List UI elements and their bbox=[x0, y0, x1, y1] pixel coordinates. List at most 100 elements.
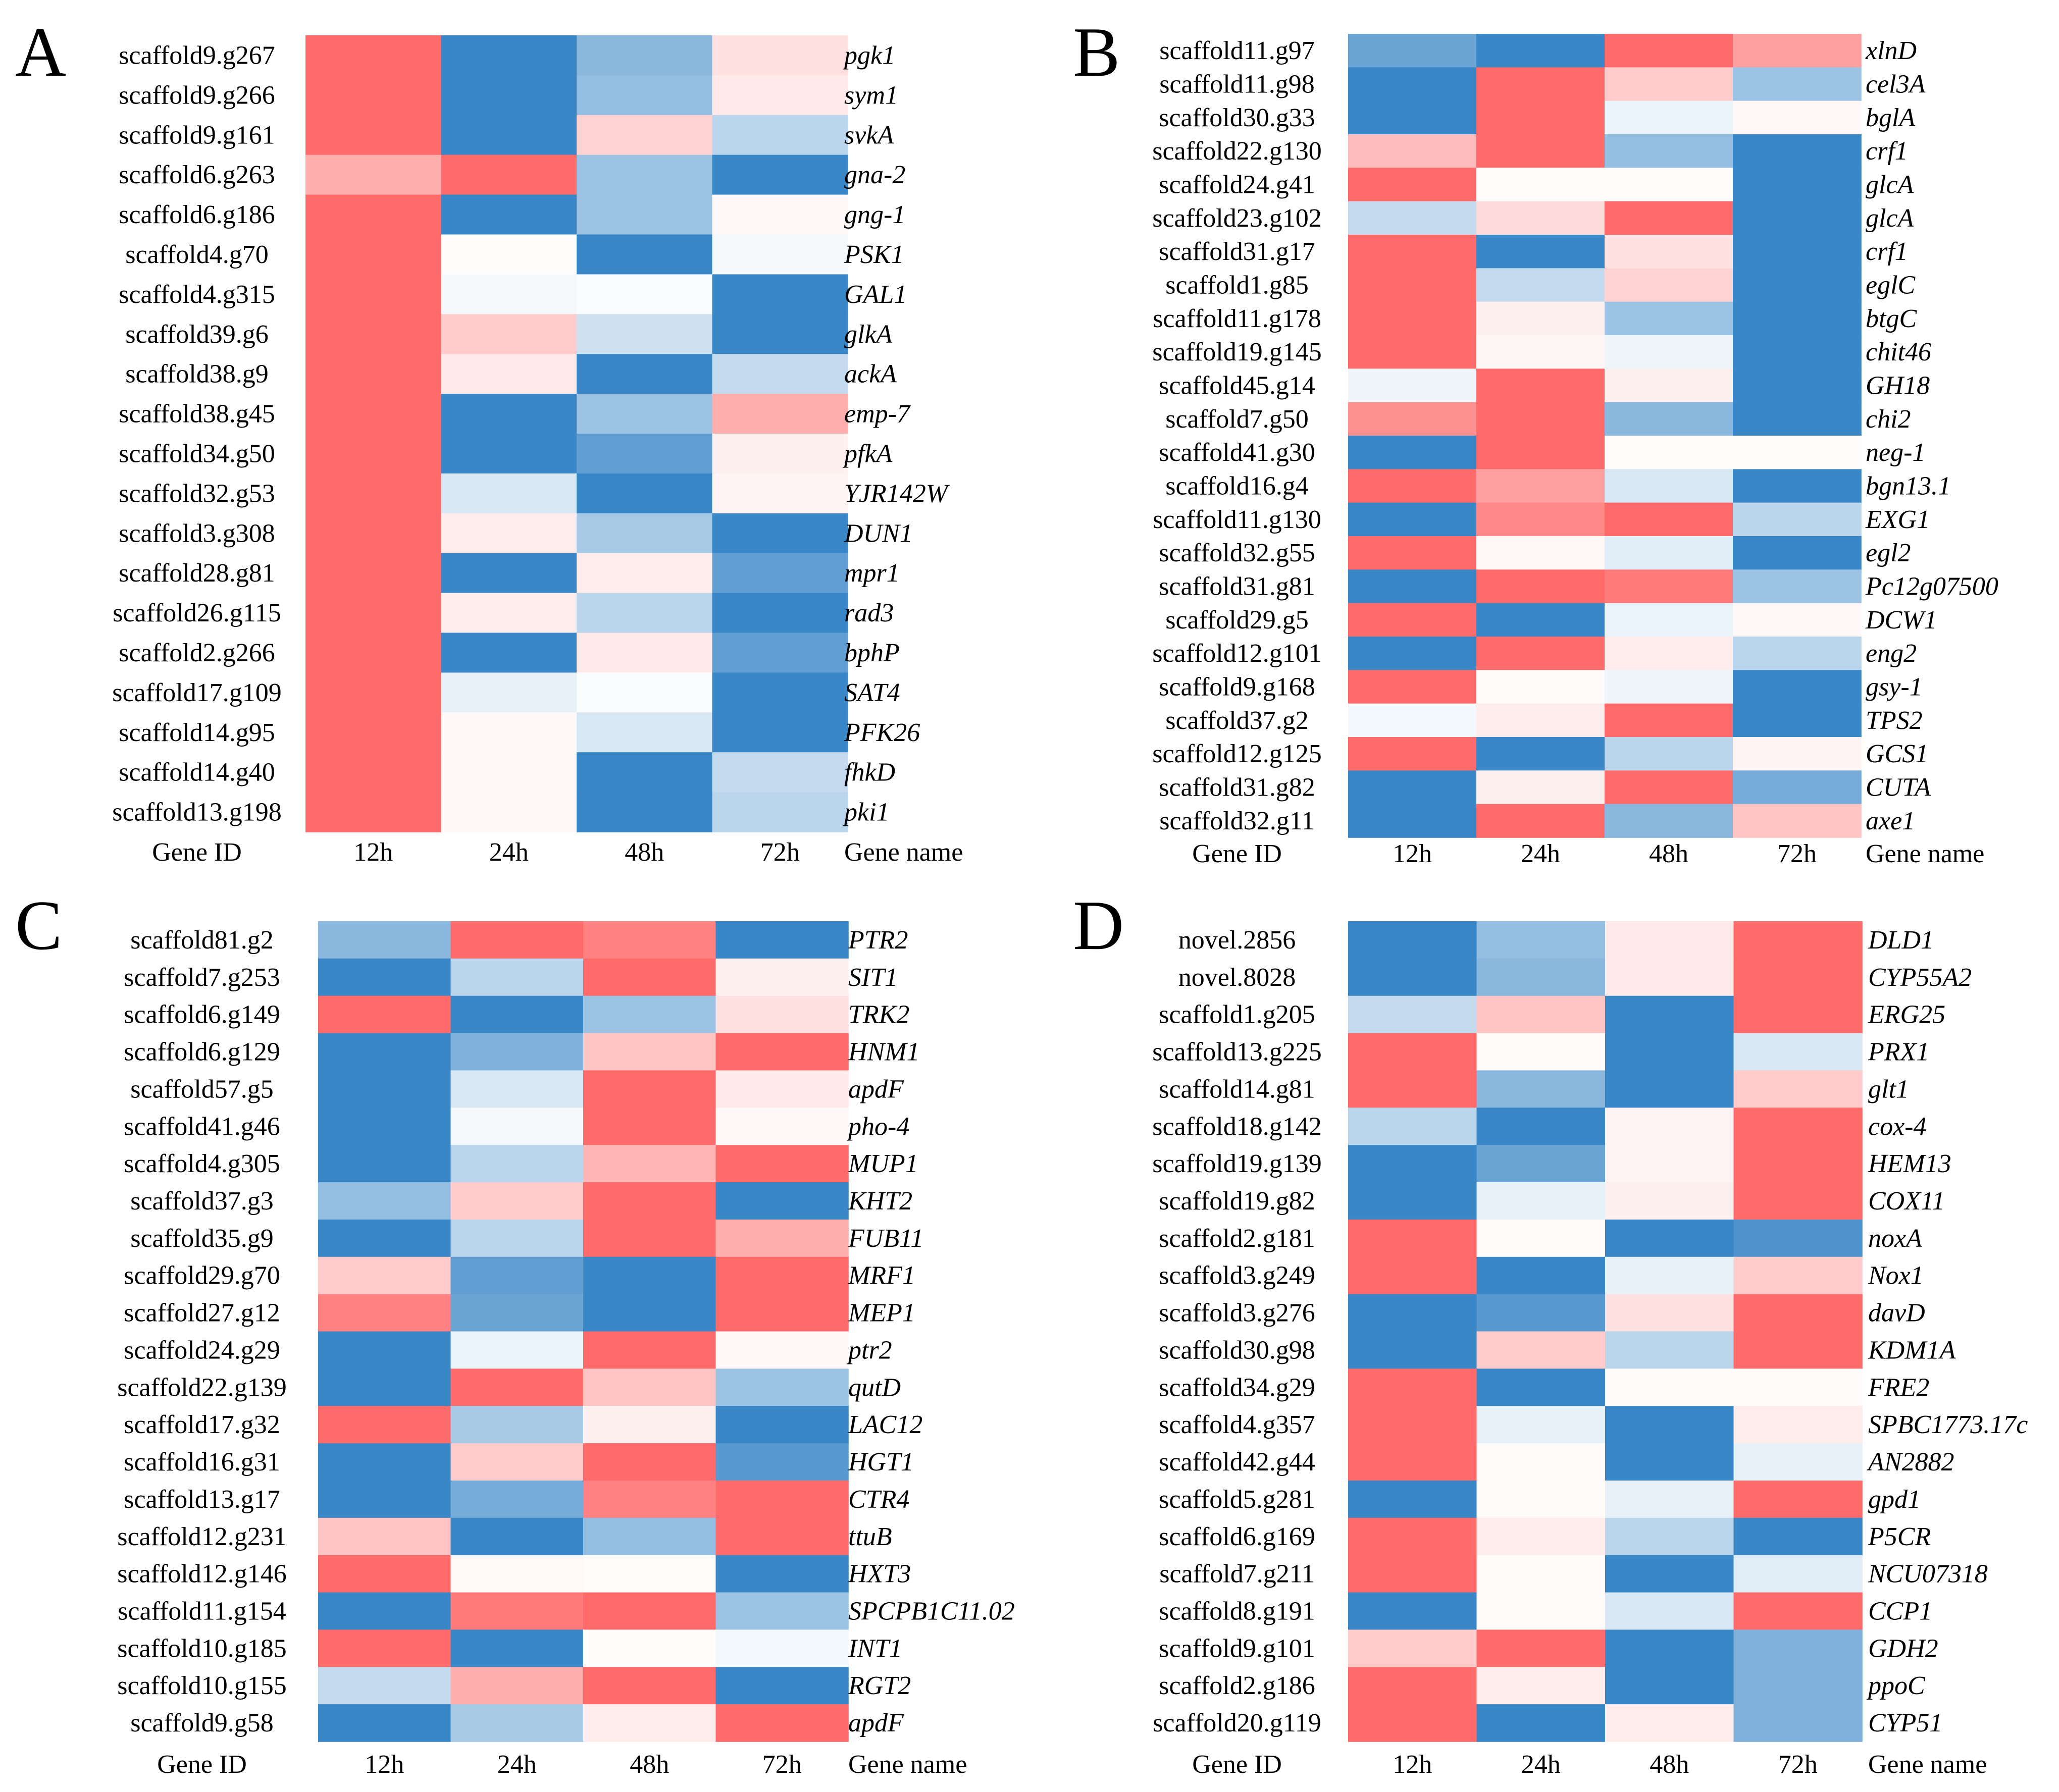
heatmap-cell-a-5-2 bbox=[577, 234, 713, 275]
heatmap-cell-b-2-2 bbox=[1605, 100, 1733, 135]
gene-id-label: scaffold20.g119 bbox=[1153, 1709, 1321, 1737]
heatmap-cell-b-0-0 bbox=[1348, 34, 1477, 68]
gene-id-label: scaffold37.g3 bbox=[130, 1187, 274, 1216]
heatmap-cell-c-17-3 bbox=[715, 1555, 849, 1593]
gene-name-label: egl2 bbox=[1866, 539, 1911, 567]
heatmap-cell-a-10-2 bbox=[577, 434, 713, 474]
gene-name-label: qutD bbox=[848, 1373, 901, 1402]
heatmap-cell-c-1-2 bbox=[583, 958, 716, 996]
gene-name-label: HXT3 bbox=[848, 1560, 911, 1589]
heatmap-cell-b-18-1 bbox=[1476, 637, 1605, 671]
gene-id-label: scaffold28.g81 bbox=[119, 559, 275, 588]
heatmap-cell-d-14-3 bbox=[1733, 1443, 1863, 1481]
heatmap-cell-c-16-2 bbox=[583, 1517, 716, 1556]
gene-id-label: scaffold16.g31 bbox=[124, 1448, 280, 1477]
heatmap-cell-a-7-3 bbox=[712, 314, 848, 354]
heatmap-cell-d-12-0 bbox=[1348, 1368, 1477, 1407]
heatmap-cell-c-4-3 bbox=[715, 1070, 849, 1109]
gene-id-label: scaffold31.g81 bbox=[1159, 572, 1315, 601]
heatmap-cell-c-10-0 bbox=[318, 1294, 451, 1332]
heatmap-cell-a-1-0 bbox=[305, 75, 442, 116]
gene-name-label: AN2882 bbox=[1867, 1448, 1954, 1477]
gene-name-label: pfkA bbox=[842, 439, 893, 468]
heatmap-cell-c-14-0 bbox=[318, 1443, 451, 1481]
gene-id-label: scaffold1.g85 bbox=[1165, 271, 1309, 300]
heatmap-cell-c-17-2 bbox=[583, 1555, 716, 1593]
gene-name-label: xlnD bbox=[1865, 36, 1917, 65]
gene-id-header: Gene ID bbox=[152, 838, 242, 867]
heatmap-cell-b-11-3 bbox=[1733, 402, 1862, 436]
heatmap-cell-d-3-3 bbox=[1733, 1033, 1863, 1071]
heatmap-cell-a-14-2 bbox=[577, 593, 713, 634]
heatmap-cell-a-13-0 bbox=[305, 553, 442, 594]
gene-name-label: SPCPB1C11.02 bbox=[848, 1597, 1015, 1625]
heatmap-cell-b-15-0 bbox=[1348, 536, 1477, 570]
heatmap-cell-c-19-2 bbox=[583, 1629, 716, 1668]
panel-letter-d: D bbox=[1073, 886, 1124, 965]
heatmap-cell-d-13-3 bbox=[1733, 1406, 1863, 1444]
heatmap-cell-b-19-0 bbox=[1348, 670, 1477, 704]
gene-name-label: pho-4 bbox=[846, 1112, 909, 1141]
gene-id-label: scaffold41.g30 bbox=[1159, 438, 1315, 467]
gene-name-label: ptr2 bbox=[846, 1336, 892, 1364]
heatmap-cell-a-13-2 bbox=[577, 553, 713, 594]
heatmap-cell-d-5-0 bbox=[1348, 1108, 1477, 1145]
gene-name-label: gng-1 bbox=[844, 200, 905, 229]
gene-name-label: rad3 bbox=[844, 599, 894, 627]
gene-id-label: scaffold4.g357 bbox=[1159, 1410, 1315, 1439]
column-label-48h: 48h bbox=[630, 1750, 669, 1779]
heatmap-cell-d-19-2 bbox=[1605, 1629, 1734, 1668]
heatmap-cell-c-10-1 bbox=[450, 1294, 584, 1332]
column-label-24h: 24h bbox=[1521, 839, 1560, 868]
heatmap-cell-d-21-3 bbox=[1733, 1704, 1863, 1742]
heatmap-cell-a-19-3 bbox=[712, 792, 848, 832]
heatmap-cell-d-6-1 bbox=[1476, 1145, 1606, 1183]
gene-id-label: scaffold13.g17 bbox=[124, 1485, 280, 1514]
heatmap-cell-b-5-3 bbox=[1733, 201, 1862, 235]
heatmap-cell-a-2-1 bbox=[441, 115, 577, 155]
heatmap-cell-c-9-1 bbox=[450, 1256, 584, 1295]
gene-id-label: scaffold31.g17 bbox=[1159, 237, 1315, 266]
gene-name-label: chi2 bbox=[1866, 405, 1911, 434]
heatmap-cell-a-3-3 bbox=[712, 154, 848, 195]
heatmap-cell-d-11-0 bbox=[1348, 1331, 1477, 1369]
heatmap-cell-d-2-1 bbox=[1476, 995, 1606, 1034]
heatmap-cell-b-2-0 bbox=[1348, 100, 1477, 135]
gene-name-label: DCW1 bbox=[1865, 606, 1937, 635]
gene-name-label: eglC bbox=[1866, 271, 1916, 300]
gene-id-label: scaffold30.g98 bbox=[1159, 1336, 1315, 1364]
gene-id-label: scaffold13.g198 bbox=[112, 798, 282, 827]
heatmap-cell-d-10-1 bbox=[1476, 1294, 1606, 1332]
heatmap-cell-b-12-2 bbox=[1605, 436, 1733, 470]
heatmap-cell-c-20-2 bbox=[583, 1667, 716, 1705]
heatmap-cell-a-8-2 bbox=[577, 354, 713, 394]
heatmap-cell-d-8-2 bbox=[1605, 1219, 1734, 1257]
heatmap-cell-b-7-3 bbox=[1733, 268, 1862, 302]
heatmap-cell-d-12-3 bbox=[1733, 1368, 1863, 1407]
heatmap-cell-a-0-0 bbox=[305, 35, 442, 76]
gene-id-label: scaffold32.g55 bbox=[1159, 539, 1315, 567]
heatmap-cell-d-6-3 bbox=[1733, 1145, 1863, 1183]
gene-id-label: scaffold41.g46 bbox=[124, 1112, 280, 1141]
heatmap-cell-d-9-0 bbox=[1348, 1256, 1477, 1295]
heatmap-cell-d-8-3 bbox=[1733, 1219, 1863, 1257]
heatmap-cell-b-21-1 bbox=[1476, 737, 1605, 771]
heatmap-cell-b-12-3 bbox=[1733, 436, 1862, 470]
heatmap-cell-a-17-1 bbox=[441, 712, 577, 753]
heatmap-cell-c-16-3 bbox=[715, 1517, 849, 1556]
heatmap-cell-a-7-1 bbox=[441, 314, 577, 354]
heatmap-cell-b-9-2 bbox=[1605, 335, 1733, 370]
heatmap-cell-b-13-0 bbox=[1348, 469, 1477, 503]
heatmap-cell-b-0-1 bbox=[1476, 34, 1605, 68]
heatmap-cell-c-1-1 bbox=[450, 958, 584, 996]
heatmap-cell-b-5-2 bbox=[1605, 201, 1733, 235]
gene-id-label: scaffold57.g5 bbox=[130, 1075, 274, 1103]
heatmap-cell-c-4-0 bbox=[318, 1070, 451, 1109]
heatmap-cell-c-8-1 bbox=[450, 1219, 584, 1257]
heatmap-cell-a-12-0 bbox=[305, 513, 442, 554]
heatmap-cell-d-7-0 bbox=[1348, 1182, 1477, 1220]
heatmap-cell-b-18-2 bbox=[1605, 637, 1733, 671]
gene-id-label: scaffold6.g186 bbox=[119, 200, 275, 229]
heatmap-cell-a-16-1 bbox=[441, 672, 577, 713]
gene-id-label: scaffold14.g40 bbox=[119, 758, 275, 787]
